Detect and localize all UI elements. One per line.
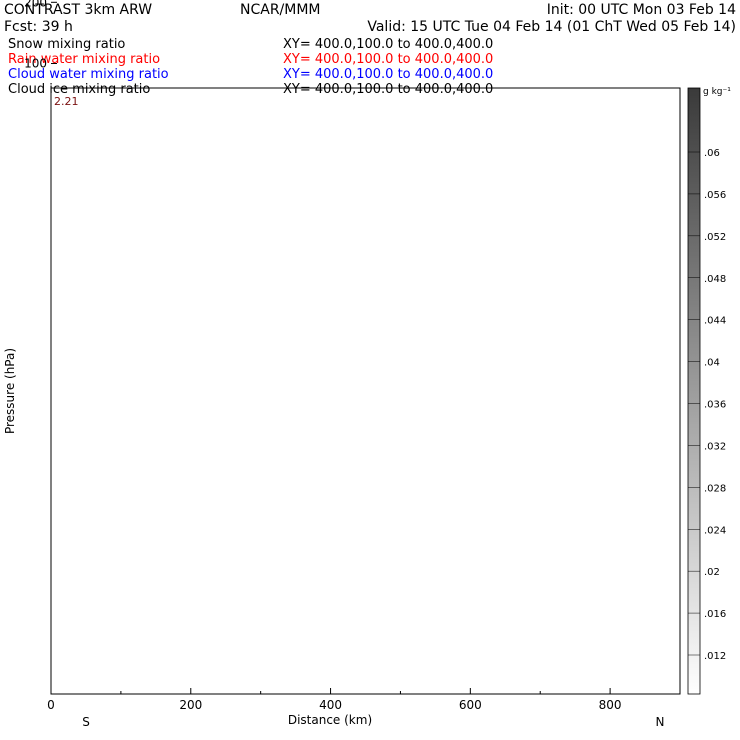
legend-label: Rain water mixing ratio xyxy=(8,52,160,67)
axes: 0200400600800100200300400500600700800900… xyxy=(24,0,681,729)
temperature-contour-label: -50 xyxy=(475,0,493,3)
colorbar-tick-label: .04 xyxy=(704,358,720,369)
ice-value: .00199 xyxy=(152,12,187,23)
model-title: CONTRAST 3km ARW xyxy=(4,2,152,18)
colorbar-tick-label: .052 xyxy=(704,232,726,243)
y-tick-label: 200 xyxy=(24,0,47,9)
forecast-hour: Fcst: 39 h xyxy=(4,19,73,35)
colorbar-tick-label: .036 xyxy=(704,400,726,411)
x-tick-label: 200 xyxy=(179,698,202,712)
legend-xy: XY= 400.0,100.0 to 400.0,400.0 xyxy=(283,52,493,67)
legend-label: Cloud water mixing ratio xyxy=(8,67,169,82)
y-tick-label: 100 xyxy=(24,57,47,71)
ice-value: .001 xyxy=(236,36,258,47)
legend-label: Snow mixing ratio xyxy=(8,37,125,52)
field-legend: Snow mixing ratio XY= 400.0,100.0 to 400.… xyxy=(8,37,493,97)
x-tick-label: 400 xyxy=(319,698,342,712)
colorbar-tick-label: .016 xyxy=(704,609,726,620)
x-tick-label: 800 xyxy=(599,698,622,712)
ice-contour xyxy=(171,21,287,51)
y-axis-label: Pressure (hPa) xyxy=(3,348,17,434)
x-tick-label: 600 xyxy=(459,698,482,712)
legend-xy: XY= 400.0,100.0 to 400.0,400.0 xyxy=(283,82,493,97)
colorbar-tick-label: .028 xyxy=(704,483,726,494)
ice-high-marker: H xyxy=(425,1,433,12)
top-left-value: 2.21 xyxy=(54,95,79,108)
low-value: -86.1 xyxy=(582,68,610,81)
low-value: -87.45 xyxy=(522,68,557,81)
low-marker: L xyxy=(272,54,279,67)
center-label: NCAR/MMM xyxy=(240,2,321,18)
legend-label: Cloud ice mixing ratio xyxy=(8,82,150,97)
valid-time: Valid: 15 UTC Tue 04 Feb 14 (01 ChT Wed … xyxy=(367,19,736,35)
south-label: S xyxy=(82,715,90,729)
low-marker: L xyxy=(576,54,583,67)
x-tick-label: 0 xyxy=(47,698,55,712)
colorbar-tick-label: .044 xyxy=(704,316,726,327)
colorbar-tick-label: .048 xyxy=(704,274,726,285)
colorbar-tick-label: .012 xyxy=(704,651,726,662)
colorbar-tick-label: .032 xyxy=(704,441,726,452)
colorbar-tick-label: .06 xyxy=(704,148,720,159)
colorbar-tick-label: .056 xyxy=(704,190,726,201)
north-label: N xyxy=(656,715,665,729)
low-marker: L xyxy=(520,54,527,67)
colorbar-tick-label: .02 xyxy=(704,567,720,578)
plot-frame xyxy=(50,87,681,695)
colorbar-bar xyxy=(687,87,701,695)
legend-xy: XY= 400.0,100.0 to 400.0,400.0 xyxy=(283,37,493,52)
colorbar-tick-label: .024 xyxy=(704,525,726,536)
colorbar-unit: g kg⁻¹ xyxy=(703,87,731,97)
init-time: Init: 00 UTC Mon 03 Feb 14 xyxy=(547,2,736,18)
colorbar: .012 .016 .02 .024 .028 .032 .036 .04 .044 .048 .0… xyxy=(687,87,731,695)
legend-xy: XY= 400.0,100.0 to 400.0,400.0 xyxy=(283,67,493,82)
ice-high-marker: H xyxy=(160,0,168,11)
ice-high-marker: H xyxy=(273,24,281,35)
x-axis-label: Distance (km) xyxy=(288,713,372,727)
